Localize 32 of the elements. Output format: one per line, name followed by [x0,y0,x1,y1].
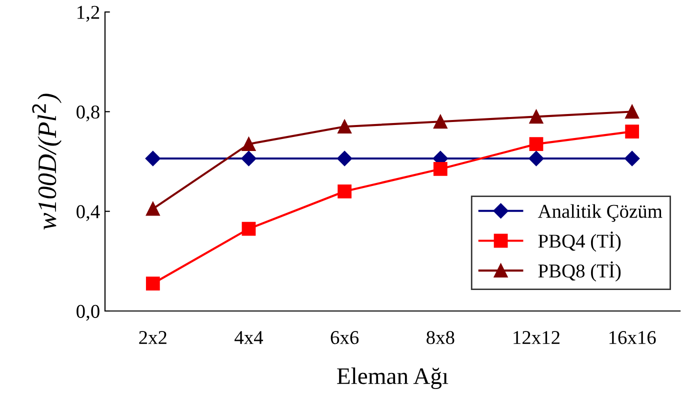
x-tick-label: 2x2 [139,331,166,344]
x-tick-label: 4x4 [234,331,264,344]
point [338,184,352,198]
point [625,124,640,139]
point [338,120,352,134]
y-axis-title: w100D/(Pl$^{2}$) [32,94,62,230]
point [145,150,160,166]
point [529,110,544,124]
y-tick-label: 1,2 [78,6,100,22]
point [242,222,256,236]
point [625,104,640,119]
y-tick-label: 0,8 [76,105,100,122]
x-axis-title: Eleman Ağı [337,368,448,389]
legend-label: Analitik Çözüm [538,204,662,222]
point [242,137,256,152]
y-tick-label: 0,0 [76,304,100,321]
point [146,276,160,291]
y-tick-label: 0,4 [76,205,100,222]
point [433,162,448,176]
point [528,150,544,166]
legend-label: PBQ4 (Tİ) [538,232,621,252]
point [146,202,160,216]
x-tick-label: 16x16 [609,331,656,344]
x-tick-label: 12x12 [514,331,560,344]
legend-label: PBQ8 (Tİ) [538,261,621,282]
point [624,150,640,166]
point [337,150,352,166]
x-tick-label: 8x8 [426,331,454,344]
point [433,114,448,129]
point [241,150,256,166]
x-tick-label: 6x6 [330,331,359,344]
point [529,137,544,152]
